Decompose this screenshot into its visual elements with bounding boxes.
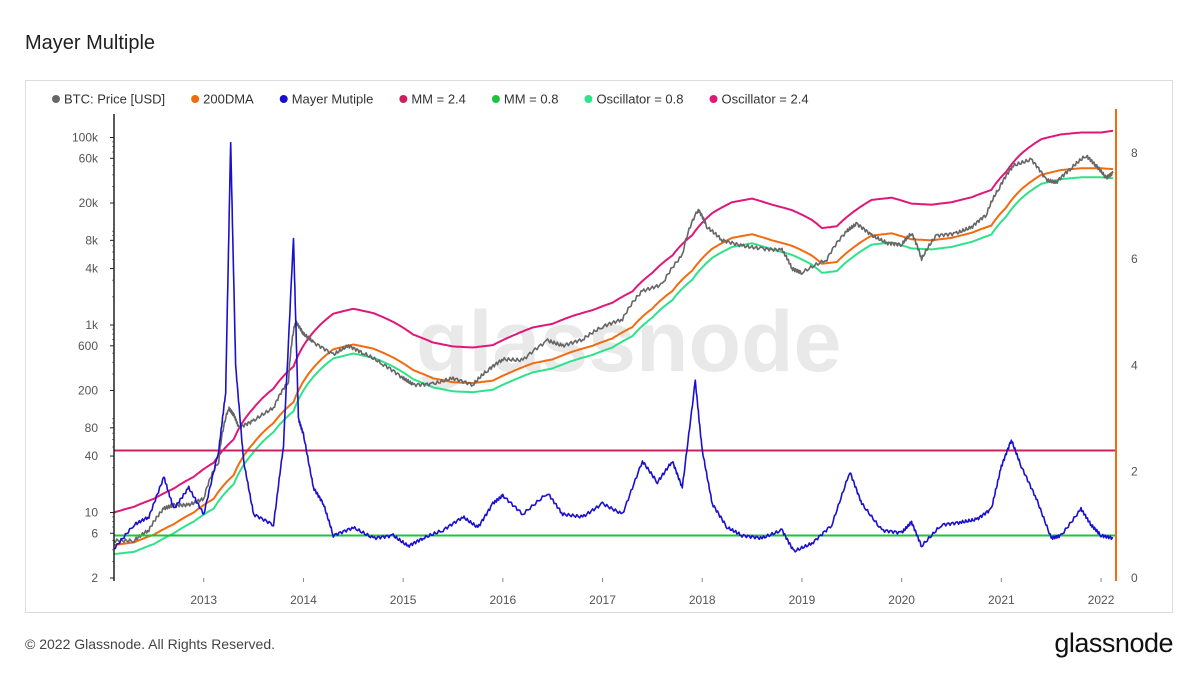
dma200-line (113, 167, 1114, 546)
legend-label-6: Oscillator = 2.4 (722, 92, 809, 107)
left-tick-label: 40 (85, 449, 99, 463)
brand-logo: glassnode (1054, 628, 1173, 658)
x-tick-label: 2016 (489, 593, 516, 607)
right-tick-label: 6 (1131, 252, 1138, 266)
left-tick-label: 10 (85, 505, 99, 519)
mayer-multiple-line (113, 141, 1114, 553)
left-tick-label: 80 (85, 421, 99, 435)
legend-label-0: BTC: Price [USD] (64, 92, 165, 107)
btc-price-line (113, 154, 1114, 543)
mayer-multiple-chart: glassnode BTC: Price [USD] 200DMA Mayer Mu… (52, 92, 1138, 607)
oscillator-0-8-line (113, 176, 1114, 556)
legend-label-5: Oscillator = 0.8 (596, 92, 683, 107)
x-tick-label: 2019 (789, 593, 816, 607)
x-tick-label: 2021 (988, 593, 1015, 607)
legend-marker-5 (584, 95, 593, 103)
right-axis: 0 2 4 6 8 (1131, 146, 1138, 585)
left-tick-label: 200 (78, 384, 98, 398)
legend-label-3: MM = 2.4 (411, 92, 466, 107)
x-tick-label: 2020 (888, 593, 915, 607)
legend-label-4: MM = 0.8 (504, 92, 559, 107)
left-tick-label: 60k (79, 151, 99, 165)
left-tick-label: 1k (85, 318, 99, 332)
left-tick-label: 6 (91, 526, 98, 540)
left-tick-label: 4k (85, 262, 99, 276)
x-tick-label: 2015 (390, 593, 417, 607)
chart-series (113, 129, 1116, 556)
x-tick-label: 2014 (290, 593, 317, 607)
page-title: Mayer Multiple (25, 32, 156, 54)
x-tick-label: 2022 (1088, 593, 1115, 607)
x-tick-label: 2013 (190, 593, 217, 607)
left-tick-label: 20k (79, 196, 99, 210)
right-tick-label: 2 (1131, 465, 1138, 479)
left-tick-label: 600 (78, 339, 98, 353)
chart-container: glassnode BTC: Price [USD] 200DMA Mayer Mu… (25, 80, 1173, 613)
x-tick-label: 2017 (589, 593, 616, 607)
left-tick-label: 2 (91, 571, 98, 585)
legend-marker-2 (279, 95, 288, 103)
x-tick-label: 2018 (689, 593, 716, 607)
legend-label-1: 200DMA (203, 92, 254, 107)
right-tick-label: 4 (1131, 358, 1138, 372)
legend-marker-6 (709, 95, 718, 103)
chart-legend: BTC: Price [USD] 200DMA Mayer Mutiple MM = … (52, 92, 809, 107)
right-tick-label: 8 (1131, 146, 1138, 160)
left-tick-label: 100k (72, 131, 99, 145)
legend-marker-4 (491, 95, 500, 103)
legend-label-2: Mayer Mutiple (292, 92, 374, 107)
copyright-text: © 2022 Glassnode. All Rights Reserved. (25, 636, 276, 652)
left-axis: 2 6 10 40 80 200 600 1k 4k 8k 20k 60k 100k (72, 131, 114, 585)
legend-marker-0 (52, 95, 60, 103)
legend-marker-3 (399, 95, 408, 103)
watermark: glassnode (416, 294, 841, 390)
right-tick-label: 0 (1131, 571, 1138, 585)
legend-marker-1 (191, 95, 200, 103)
x-axis: 2013 2014 2015 2016 2017 2018 2019 2020 2021 2022 (190, 578, 1115, 607)
left-tick-label: 8k (85, 233, 99, 247)
